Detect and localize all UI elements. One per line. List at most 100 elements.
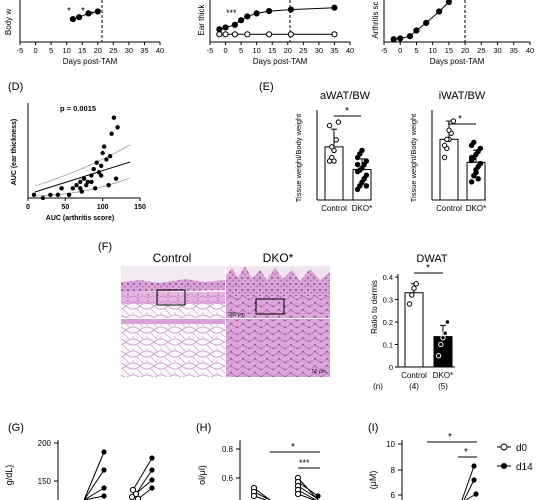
scatter-point [70, 186, 76, 191]
data-point [363, 158, 370, 164]
sig-stars: *** [299, 458, 310, 468]
x-tick-label: 5 [239, 46, 243, 55]
data-point [397, 35, 404, 42]
histology-dko-high: 50 μm [226, 319, 330, 377]
data-point [253, 10, 260, 17]
y-tick-label: 0.2 [383, 318, 393, 327]
data-point [331, 158, 337, 164]
x-tick-label: 30 [315, 46, 323, 55]
xtick-control: Control [321, 204, 347, 213]
bar [433, 336, 453, 368]
data-point [335, 119, 342, 125]
data-point [244, 31, 251, 38]
data-point [477, 145, 484, 152]
x-tick-label: 35 [330, 46, 338, 55]
scatter-point [107, 154, 113, 159]
histology-control-low [121, 266, 225, 318]
scatter-point [48, 192, 53, 197]
data-point [441, 142, 448, 149]
scatter-point [93, 186, 98, 191]
x-tick-label: 100 [97, 204, 109, 211]
series-line [72, 11, 98, 20]
histology-control-high [121, 319, 225, 377]
data-point [445, 0, 452, 6]
data-point [413, 27, 420, 34]
paired-lines-i [461, 463, 479, 500]
x-tick-label: 25 [299, 46, 307, 55]
data-point [354, 161, 361, 168]
n-dko: (5) [438, 382, 448, 391]
x-tick-label: 10 [62, 46, 70, 55]
ylabel-g: g/dL) [4, 465, 14, 486]
scale-bar-label: 200 μm [228, 312, 245, 318]
scatter-point [115, 125, 120, 130]
y-tick-label: 0.1 [383, 341, 393, 350]
ytick-label-06: 0.6 [222, 474, 234, 483]
scatter-point [89, 179, 94, 185]
panel-letter-d: (D) [8, 81, 23, 93]
y-tick-label: 0.3 [383, 296, 393, 305]
data-point [442, 330, 448, 336]
panel-f: (F) Control DKO* 200 μm 50 μm DWAT Ratio… [98, 241, 455, 391]
data-point [435, 353, 442, 359]
x-tick-label: 0 [223, 46, 227, 55]
panel-letter-f: (F) [98, 241, 112, 253]
ylabel-top-right: Arthritis sc [371, 1, 380, 38]
ylabel-f: Ratio to dermis [370, 280, 379, 334]
x-tick-label: 40 [346, 46, 354, 55]
ylabel-i: (μM) [368, 471, 378, 490]
ytick-label-08: 0.8 [222, 445, 234, 454]
panel-top-left: Body w -5 0 5 10 15 20 25 30 35 40 * * * Days pos… [4, 0, 164, 66]
x-tick-label: 20 [94, 46, 102, 55]
data-point [331, 4, 338, 11]
panel-letter-g: (G) [8, 422, 24, 434]
scatter-point [31, 192, 37, 197]
data-point [222, 24, 229, 31]
data-point [441, 154, 448, 161]
sig-star-1: * [67, 6, 71, 17]
sig-star: * [448, 432, 452, 443]
data-point [471, 139, 477, 146]
x-tick-label: 10 [252, 46, 260, 55]
data-point [69, 16, 76, 23]
n-prefix: (n) [373, 382, 383, 391]
data-point [473, 169, 479, 176]
x-ticks-top-middle: -5 0 5 10 15 20 25 30 35 40 [207, 42, 354, 55]
scatter-point [84, 182, 89, 188]
x-tick-label: 5 [414, 46, 418, 55]
bar [324, 146, 344, 201]
sig-star: * [458, 114, 462, 125]
y-tick-label: 0.4 [383, 273, 393, 282]
x-tick-label: 40 [526, 46, 534, 55]
n-control: (4) [409, 382, 419, 391]
sig-star: * [426, 263, 430, 274]
data-point [266, 8, 273, 15]
panel-d: (D) p = 0.0015 AUC (ear thickness) 0 50 10… [8, 81, 146, 222]
data-point [406, 33, 414, 40]
bars-f [404, 281, 453, 368]
legend-i: d0 d14 [497, 443, 533, 473]
ytick-label-8: 8 [391, 466, 396, 475]
x-tick-label: -5 [17, 46, 24, 55]
data-point [329, 144, 335, 150]
legend-label-d0: d0 [516, 443, 528, 454]
data-point [477, 160, 484, 167]
xtick-control: Control [436, 204, 462, 213]
data-point [450, 118, 457, 124]
scale-bar-label: 50 μm [312, 369, 326, 375]
ytick-label-10: 10 [386, 440, 395, 449]
xlabel-top-right: Days post-TAM [430, 57, 485, 66]
data-point [411, 285, 417, 291]
data-point [287, 6, 294, 13]
data-point [361, 176, 367, 182]
x-tick-label: 35 [510, 46, 518, 55]
x-tick-label: 25 [477, 46, 485, 55]
sig-star: * [464, 447, 468, 458]
xlabel-top-left: Days post-TAM [63, 57, 118, 66]
ylabel-e-left: Tissue weight/Body weight [294, 113, 303, 202]
data-point [440, 335, 446, 341]
data-point [85, 10, 92, 17]
x-ticks-d: 0 50 100 150 [26, 198, 146, 211]
data-point [444, 319, 451, 325]
